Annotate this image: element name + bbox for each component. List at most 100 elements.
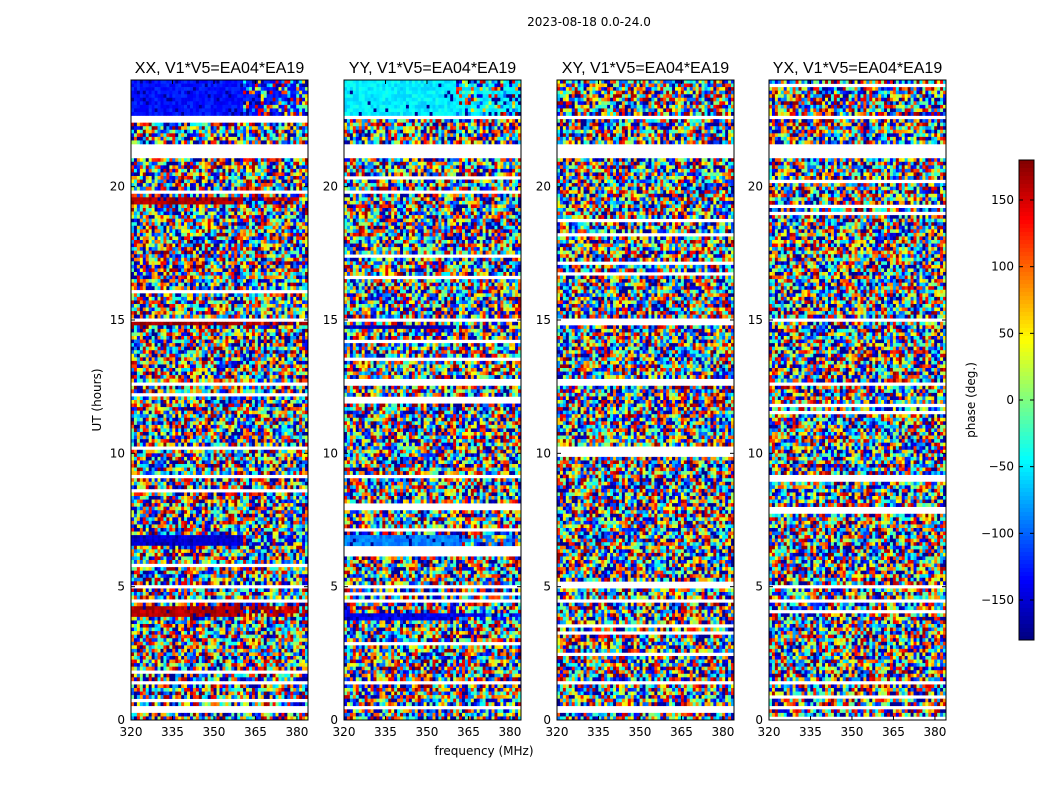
heatmap-cell — [163, 232, 167, 237]
heatmap-cell — [225, 325, 229, 330]
heatmap-cell — [178, 80, 182, 84]
heatmap-cell — [136, 247, 141, 251]
heatmap-cell — [237, 304, 241, 308]
heatmap-cell — [166, 321, 170, 326]
heatmap-cell — [139, 200, 144, 205]
heatmap-cell — [263, 176, 267, 180]
heatmap-cell — [281, 296, 285, 301]
heatmap-cell — [299, 232, 303, 237]
heatmap-cell — [266, 385, 270, 390]
heatmap-cell — [172, 254, 176, 259]
heatmap-cell — [272, 275, 276, 280]
heatmap-cell — [198, 264, 203, 269]
heatmap-cell — [160, 104, 164, 109]
heatmap-cell — [299, 87, 303, 91]
heatmap-cell — [187, 385, 191, 390]
heatmap-cell — [216, 197, 220, 202]
heatmap-cell — [145, 268, 149, 273]
heatmap-cell — [204, 375, 208, 379]
heatmap-cell — [237, 197, 241, 202]
heatmap-cell — [228, 378, 232, 383]
heatmap-cell — [222, 208, 226, 212]
heatmap-cell — [305, 400, 308, 404]
heatmap-cell — [240, 172, 244, 177]
heatmap-cell — [263, 304, 267, 308]
heatmap-cell — [187, 87, 191, 91]
heatmap-cell — [302, 108, 306, 113]
heatmap-cell — [249, 108, 253, 113]
heatmap-cell — [249, 240, 253, 244]
heatmap-cell — [243, 385, 247, 390]
heatmap-cell — [275, 165, 279, 170]
heatmap-cell — [278, 104, 282, 109]
heatmap-cell — [210, 272, 214, 276]
heatmap-cell — [133, 261, 138, 266]
heatmap-cell — [278, 403, 282, 408]
heatmap-cell — [249, 222, 253, 227]
heatmap-cell — [240, 208, 244, 212]
heatmap-cell — [275, 168, 279, 173]
heatmap-cell — [192, 410, 197, 415]
heatmap-cell — [184, 371, 188, 376]
heatmap-cell — [192, 83, 197, 88]
heatmap-cell — [192, 343, 197, 347]
heatmap-cell — [172, 101, 176, 106]
heatmap-cell — [198, 229, 203, 234]
heatmap-cell — [228, 300, 232, 305]
heatmap-cell — [219, 186, 223, 191]
heatmap-cell — [228, 257, 232, 262]
heatmap-cell — [201, 140, 206, 145]
heatmap-cell — [178, 304, 182, 308]
heatmap-cell — [201, 275, 206, 280]
heatmap-cell — [243, 236, 247, 241]
heatmap-cell — [296, 126, 300, 131]
heatmap-cell — [293, 90, 297, 95]
heatmap-cell — [142, 272, 147, 276]
heatmap-cell — [254, 104, 259, 109]
heatmap-cell — [278, 407, 282, 411]
heatmap-cell — [225, 90, 229, 95]
heatmap-cell — [246, 254, 250, 259]
heatmap-cell — [195, 357, 200, 362]
heatmap-cell — [240, 215, 244, 219]
heatmap-cell — [145, 225, 149, 230]
heatmap-cell — [160, 293, 164, 298]
heatmap-cell — [240, 240, 244, 244]
heatmap-cell — [131, 275, 135, 280]
heatmap-cell — [178, 243, 182, 248]
heatmap-cell — [145, 94, 149, 99]
heatmap-cell — [151, 232, 155, 237]
heatmap-cell — [249, 336, 253, 340]
heatmap-cell — [269, 215, 273, 219]
heatmap-cell — [201, 314, 206, 319]
heatmap-cell — [299, 165, 303, 170]
heatmap-cell — [131, 400, 135, 404]
heatmap-cell — [266, 243, 270, 248]
heatmap-cell — [131, 321, 135, 326]
heatmap-cell — [293, 168, 297, 173]
heatmap-cell — [190, 101, 194, 106]
heatmap-cell — [263, 254, 267, 259]
heatmap-cell — [299, 360, 303, 365]
heatmap-cell — [169, 136, 173, 141]
heatmap-cell — [266, 193, 270, 198]
heatmap-cell — [287, 296, 291, 301]
heatmap-cell — [234, 168, 238, 173]
heatmap-cell — [272, 222, 276, 227]
heatmap-cell — [145, 343, 149, 347]
heatmap-cell — [260, 112, 265, 116]
heatmap-cell — [160, 179, 164, 184]
heatmap-cell — [243, 250, 247, 255]
heatmap-cell — [178, 240, 182, 244]
heatmap-cell — [257, 328, 262, 333]
heatmap-cell — [169, 176, 173, 180]
heatmap-cell — [145, 389, 149, 394]
heatmap-cell — [207, 264, 211, 269]
heatmap-cell — [157, 87, 161, 91]
heatmap-cell — [275, 222, 279, 227]
heatmap-cell — [163, 304, 167, 308]
heatmap-cell — [237, 240, 241, 244]
heatmap-cell — [266, 83, 270, 88]
heatmap-cell — [275, 378, 279, 383]
heatmap-cell — [139, 250, 144, 255]
